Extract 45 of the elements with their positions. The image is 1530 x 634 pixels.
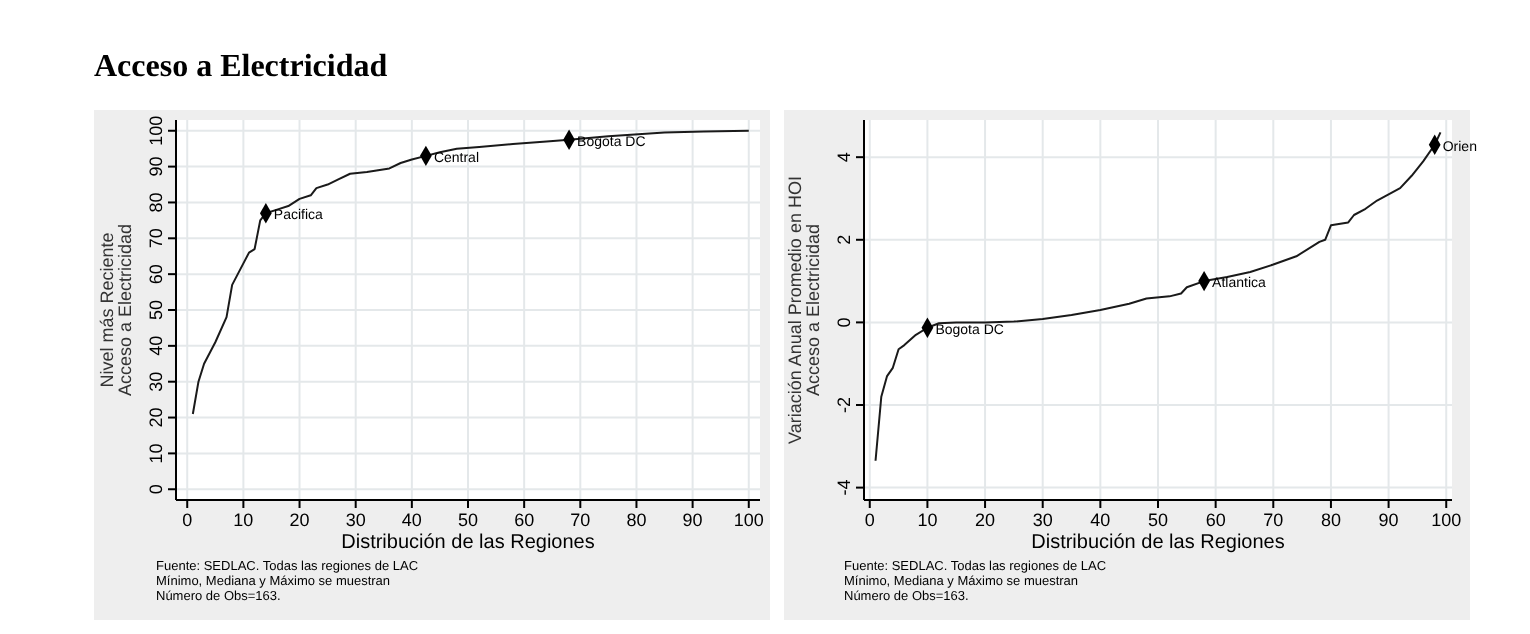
x-tick-label: 40: [1090, 510, 1111, 530]
x-tick-label: 90: [682, 510, 703, 530]
y-tick-label: 60: [146, 264, 166, 285]
y-tick-label: -2: [834, 396, 854, 414]
y-tick-label: 40: [146, 335, 166, 356]
y-tick-label: 20: [146, 407, 166, 428]
x-tick-label: 70: [1263, 510, 1284, 530]
y-tick-label: 80: [146, 192, 166, 213]
y-tick-label: 2: [834, 234, 854, 245]
x-tick-label: 0: [864, 510, 875, 530]
line-series: [874, 131, 1442, 462]
x-tick-label: 60: [1205, 510, 1226, 530]
x-tick-label: 100: [1431, 510, 1462, 530]
y-tick-label: 4: [834, 152, 854, 163]
y-tick-label: 70: [146, 228, 166, 249]
y-tick-label: 50: [146, 299, 166, 321]
y-tick-label: 0: [146, 484, 166, 495]
x-tick-label: 80: [626, 510, 647, 530]
x-tick-label: 10: [917, 510, 938, 530]
x-tick-label: 50: [457, 510, 479, 530]
x-tick-label: 20: [289, 510, 310, 530]
x-tick-label: 100: [733, 510, 764, 530]
y-tick-label: 10: [146, 443, 166, 464]
x-tick-label: 90: [1378, 510, 1399, 530]
x-tick-label: 30: [345, 510, 366, 530]
x-tick-label: 30: [1032, 510, 1053, 530]
x-tick-label: 50: [1147, 510, 1169, 530]
y-tick-label: 90: [146, 156, 166, 177]
y-tick-label: 30: [146, 371, 166, 392]
chart-title: Acceso a Electricidad: [94, 50, 388, 84]
x-tick-label: 10: [233, 510, 254, 530]
x-tick-label: 60: [514, 510, 535, 530]
x-tick-label: 80: [1320, 510, 1341, 530]
x-tick-label: 0: [182, 510, 193, 530]
y-tick-label: -4: [834, 479, 854, 496]
line-series: [191, 129, 750, 415]
y-axis-title: Variación Anual Promedio en HOI Acceso a Electricidad: [785, 176, 823, 444]
y-tick-label: 0: [834, 317, 854, 328]
x-axis-title: Distribución de las Regiones: [341, 532, 595, 554]
x-tick-label: 40: [401, 510, 422, 530]
y-tick-label: 100: [146, 115, 166, 146]
y-axis-title: Nivel más Reciente Acceso a Electricidad: [97, 223, 135, 397]
x-axis-title: Distribución de las Regiones: [1031, 532, 1285, 554]
x-tick-label: 20: [975, 510, 996, 530]
x-tick-label: 70: [570, 510, 591, 530]
